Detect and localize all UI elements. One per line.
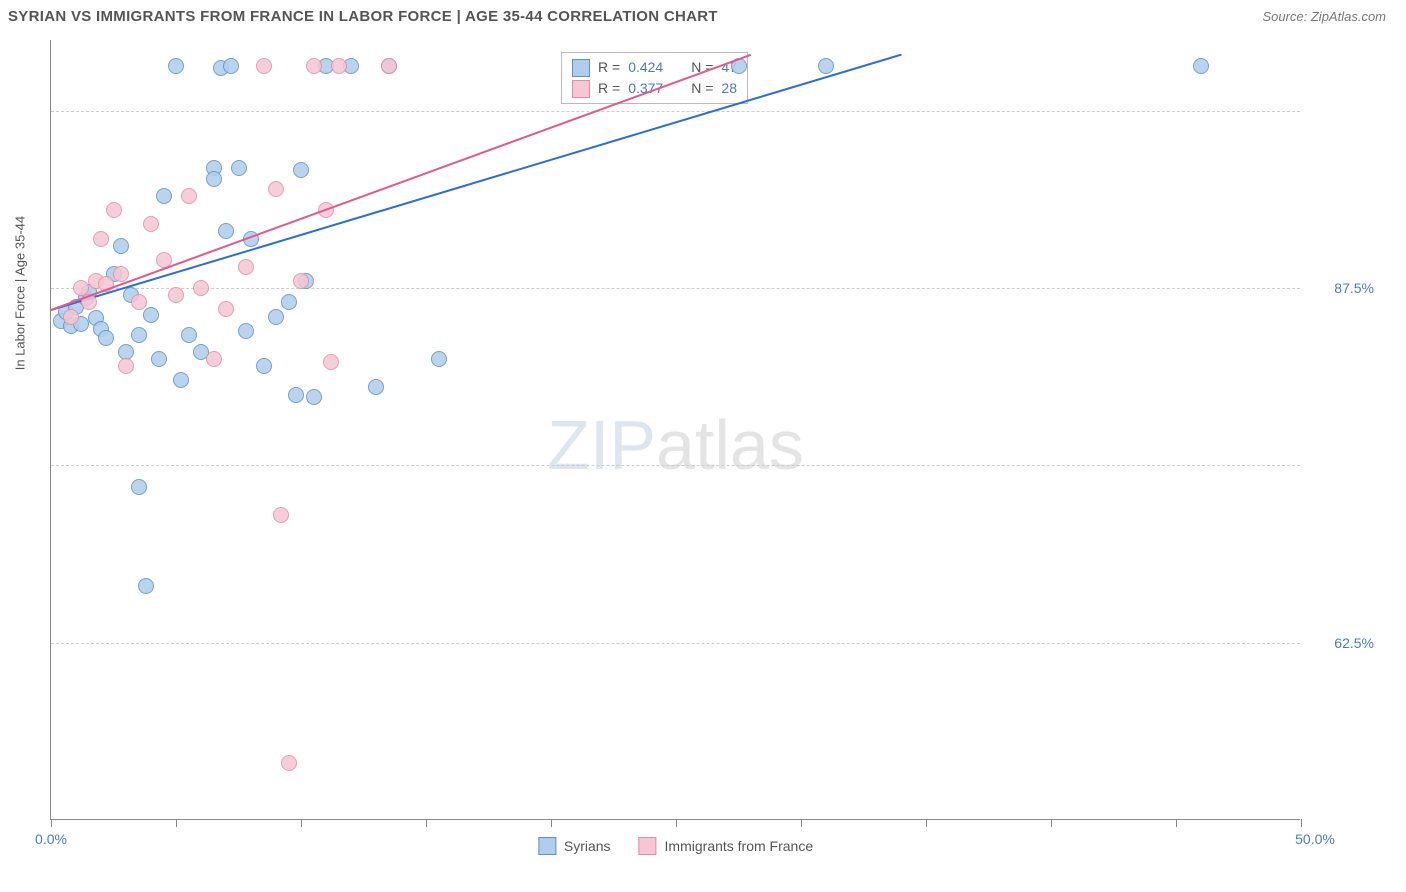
gridline [51, 465, 1300, 466]
legend-r-label: R = [598, 57, 620, 78]
data-point [281, 755, 297, 771]
watermark: ZIPatlas [547, 405, 804, 485]
data-point [93, 231, 109, 247]
data-point [131, 327, 147, 343]
data-point [156, 188, 172, 204]
data-point [168, 287, 184, 303]
chart-title: SYRIAN VS IMMIGRANTS FROM FRANCE IN LABO… [8, 8, 718, 25]
data-point [431, 351, 447, 367]
x-tick-label: 0.0% [35, 831, 67, 847]
legend-swatch [572, 80, 590, 98]
data-point [106, 202, 122, 218]
legend-label: Syrians [564, 838, 611, 854]
x-tick [1176, 819, 1177, 827]
data-point [151, 351, 167, 367]
plot-area: ZIPatlas R = 0.424N = 47R = 0.377N = 28 … [50, 40, 1300, 820]
data-point [143, 307, 159, 323]
x-tick [51, 819, 52, 827]
data-point [193, 280, 209, 296]
data-point [206, 171, 222, 187]
trend-line [51, 54, 902, 311]
data-point [231, 160, 247, 176]
data-point [268, 181, 284, 197]
data-point [306, 58, 322, 74]
data-point [218, 301, 234, 317]
legend-swatch [538, 837, 556, 855]
data-point [368, 379, 384, 395]
y-tick-label: 87.5% [1310, 280, 1374, 296]
data-point [98, 330, 114, 346]
x-tick [426, 819, 427, 827]
data-point [331, 58, 347, 74]
data-point [306, 389, 322, 405]
data-point [818, 58, 834, 74]
legend-label: Immigrants from France [665, 838, 814, 854]
x-tick-label: 50.0% [1295, 831, 1335, 847]
data-point [131, 479, 147, 495]
data-point [381, 58, 397, 74]
legend-n-label: N = [691, 78, 713, 99]
scatter-chart: In Labor Force | Age 35-44 ZIPatlas R = … [50, 40, 1380, 840]
x-tick [676, 819, 677, 827]
data-point [281, 294, 297, 310]
data-point [238, 259, 254, 275]
data-point [181, 188, 197, 204]
x-tick [926, 819, 927, 827]
data-point [168, 58, 184, 74]
data-point [238, 323, 254, 339]
data-point [293, 273, 309, 289]
legend-item: Syrians [538, 837, 611, 855]
legend-n-value: 28 [721, 78, 737, 99]
data-point [1193, 58, 1209, 74]
trend-line [51, 54, 752, 311]
data-point [138, 578, 154, 594]
y-axis-label: In Labor Force | Age 35-44 [13, 216, 28, 370]
data-point [218, 223, 234, 239]
legend-r-value: 0.424 [628, 57, 663, 78]
x-tick [1301, 819, 1302, 827]
data-point [143, 216, 159, 232]
source-attribution: Source: ZipAtlas.com [1262, 9, 1386, 24]
data-point [118, 358, 134, 374]
gridline [51, 111, 1300, 112]
data-point [63, 309, 79, 325]
data-point [113, 238, 129, 254]
data-point [223, 58, 239, 74]
x-tick [1051, 819, 1052, 827]
legend-swatch [572, 59, 590, 77]
legend-r-label: R = [598, 78, 620, 99]
x-tick [801, 819, 802, 827]
legend-stats: R = 0.424N = 47R = 0.377N = 28 [561, 52, 748, 104]
data-point [181, 327, 197, 343]
gridline [51, 643, 1300, 644]
data-point [206, 351, 222, 367]
data-point [273, 507, 289, 523]
data-point [288, 387, 304, 403]
data-point [173, 372, 189, 388]
legend-item: Immigrants from France [639, 837, 814, 855]
x-tick [301, 819, 302, 827]
x-tick [176, 819, 177, 827]
data-point [268, 309, 284, 325]
data-point [113, 266, 129, 282]
legend-swatch [639, 837, 657, 855]
y-tick-label: 62.5% [1310, 635, 1374, 651]
legend-bottom: Syrians Immigrants from France [538, 837, 813, 855]
data-point [131, 294, 147, 310]
data-point [256, 58, 272, 74]
data-point [256, 358, 272, 374]
gridline [51, 288, 1300, 289]
data-point [293, 162, 309, 178]
data-point [323, 354, 339, 370]
x-tick [551, 819, 552, 827]
